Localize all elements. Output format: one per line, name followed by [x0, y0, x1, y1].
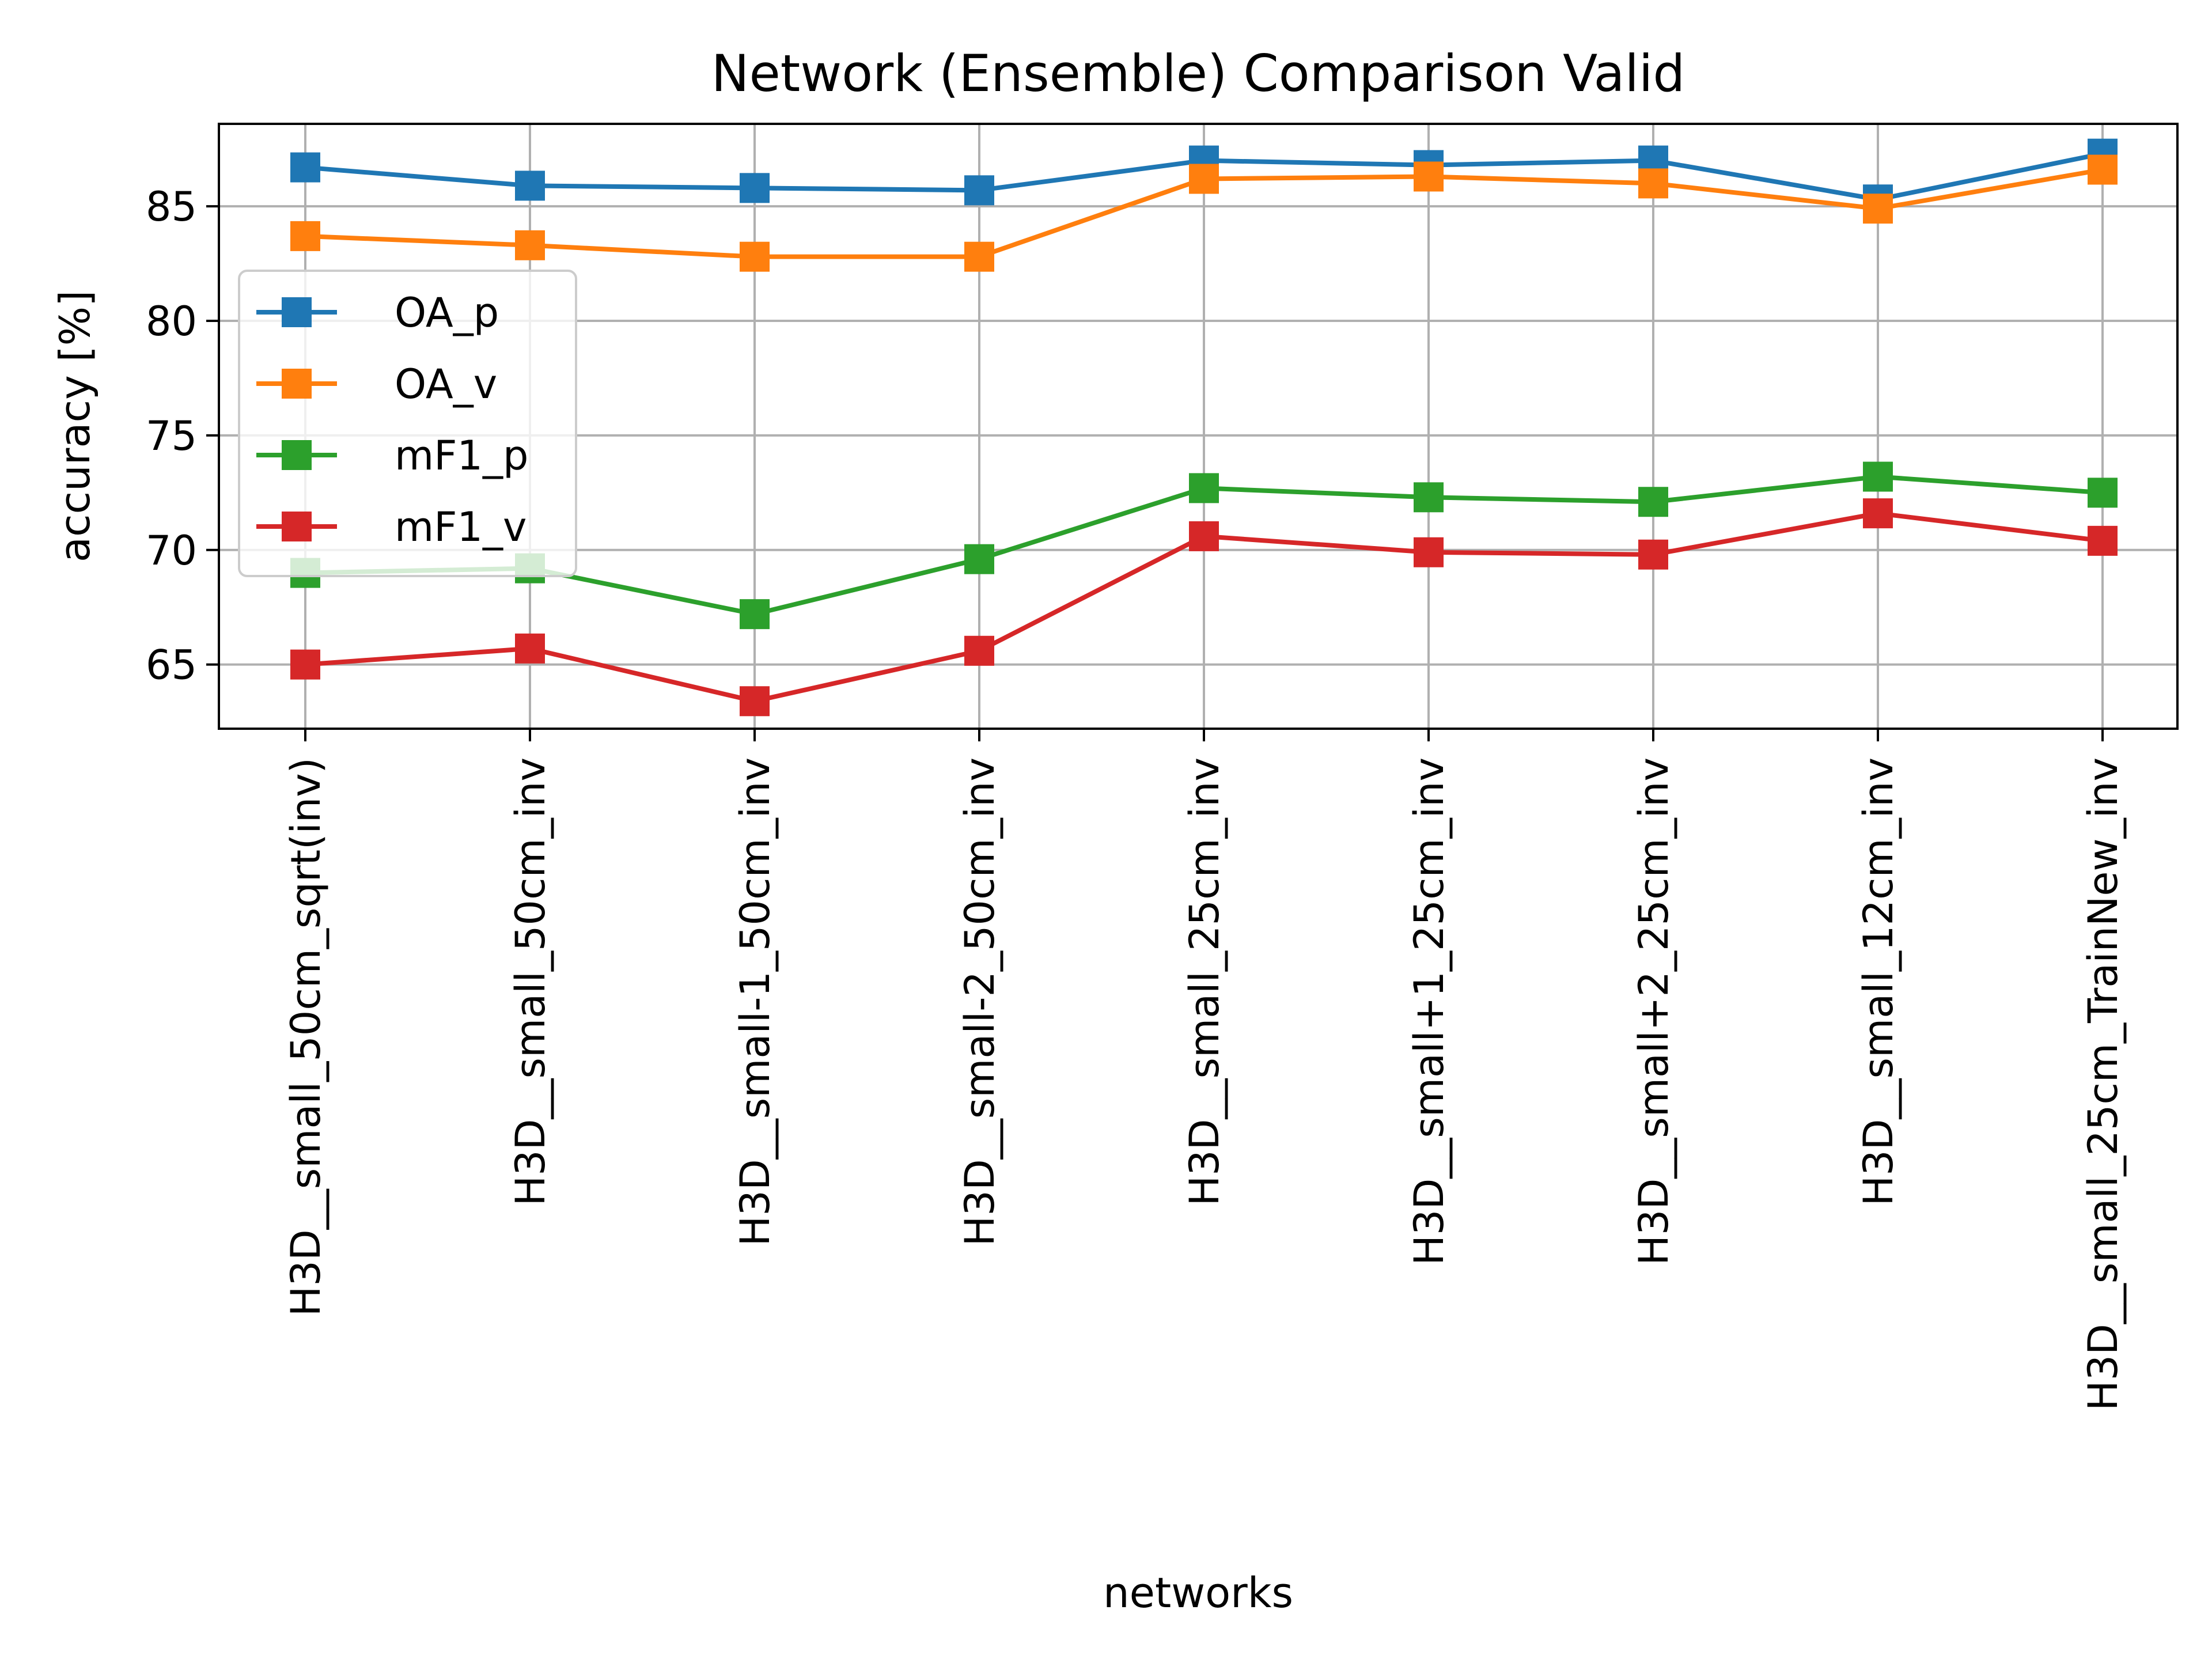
- legend-swatch-marker: [282, 297, 312, 327]
- legend-item: mF1_v: [256, 503, 527, 551]
- data-point: [964, 175, 994, 206]
- data-point: [1863, 461, 1893, 492]
- legend-item: OA_p: [256, 289, 499, 336]
- x-tick-label: H3D__small_25cm_TrainNew_inv: [2080, 757, 2127, 1411]
- legend-item: OA_v: [256, 361, 497, 408]
- data-point: [1414, 161, 1444, 192]
- data-point: [1189, 473, 1219, 503]
- data-point: [740, 599, 770, 630]
- series-OA_v: [290, 154, 2118, 272]
- data-point: [964, 544, 994, 574]
- data-point: [740, 686, 770, 717]
- y-tick-label: 65: [146, 642, 197, 689]
- series-group: [290, 138, 2118, 717]
- y-tick-label: 80: [146, 298, 197, 345]
- data-point: [2088, 154, 2118, 185]
- data-point: [964, 635, 994, 666]
- x-tick-label: H3D__small+2_25cm_inv: [1630, 757, 1677, 1266]
- x-tick-label: H3D__small_12cm_inv: [1855, 757, 1902, 1206]
- x-tick-label: H3D__small-2_50cm_inv: [956, 757, 1003, 1246]
- data-point: [515, 171, 545, 201]
- legend-swatch-marker: [282, 440, 312, 470]
- x-tick-label: H3D__small+1_25cm_inv: [1406, 757, 1453, 1266]
- data-point: [515, 633, 545, 664]
- legend-label: OA_p: [395, 289, 499, 336]
- series-mF1_p: [290, 461, 2118, 630]
- data-point: [515, 230, 545, 260]
- data-point: [1638, 168, 1668, 199]
- data-point: [740, 173, 770, 203]
- data-point: [1863, 194, 1893, 224]
- legend-label: mF1_p: [395, 432, 528, 479]
- series-mF1_v: [290, 498, 2118, 717]
- data-point: [1863, 498, 1893, 529]
- data-point: [1189, 164, 1219, 194]
- data-point: [1638, 539, 1668, 570]
- legend: OA_p OA_v mF1_p mF1_v: [238, 270, 577, 577]
- y-tick-label: 75: [146, 412, 197, 460]
- y-axis-label: accuracy [%]: [51, 290, 99, 562]
- data-point: [290, 152, 320, 183]
- data-point: [1638, 487, 1668, 517]
- y-tick-label: 85: [146, 183, 197, 230]
- y-tick-label: 70: [146, 527, 197, 574]
- legend-label: mF1_v: [395, 503, 527, 551]
- x-tick-label: H3D__small_50cm_inv: [507, 757, 554, 1206]
- chart-title: Network (Ensemble) Comparison Valid: [711, 44, 1685, 103]
- data-point: [2088, 525, 2118, 556]
- data-point: [740, 241, 770, 272]
- data-point: [1189, 521, 1219, 551]
- legend-item: mF1_p: [256, 432, 528, 479]
- x-tick-label: H3D__small_25cm_inv: [1181, 757, 1228, 1206]
- data-point: [1414, 537, 1444, 567]
- x-tick-label: H3D__small-1_50cm_inv: [732, 757, 779, 1246]
- plot-area-frame: [218, 123, 2179, 730]
- data-point: [290, 649, 320, 680]
- x-axis-label: networks: [1103, 1569, 1293, 1617]
- legend-box: [238, 270, 577, 577]
- legend-label: OA_v: [395, 361, 497, 408]
- legend-swatch-marker: [282, 512, 312, 541]
- data-point: [2088, 478, 2118, 508]
- legend-swatch-marker: [282, 369, 312, 399]
- data-point: [1414, 482, 1444, 513]
- axes: H3D__small_50cm_sqrt(inv) H3D__small_50cm…: [146, 183, 2127, 1411]
- data-point: [290, 221, 320, 251]
- data-point: [964, 241, 994, 272]
- x-tick-label: H3D__small_50cm_sqrt(inv): [282, 757, 329, 1316]
